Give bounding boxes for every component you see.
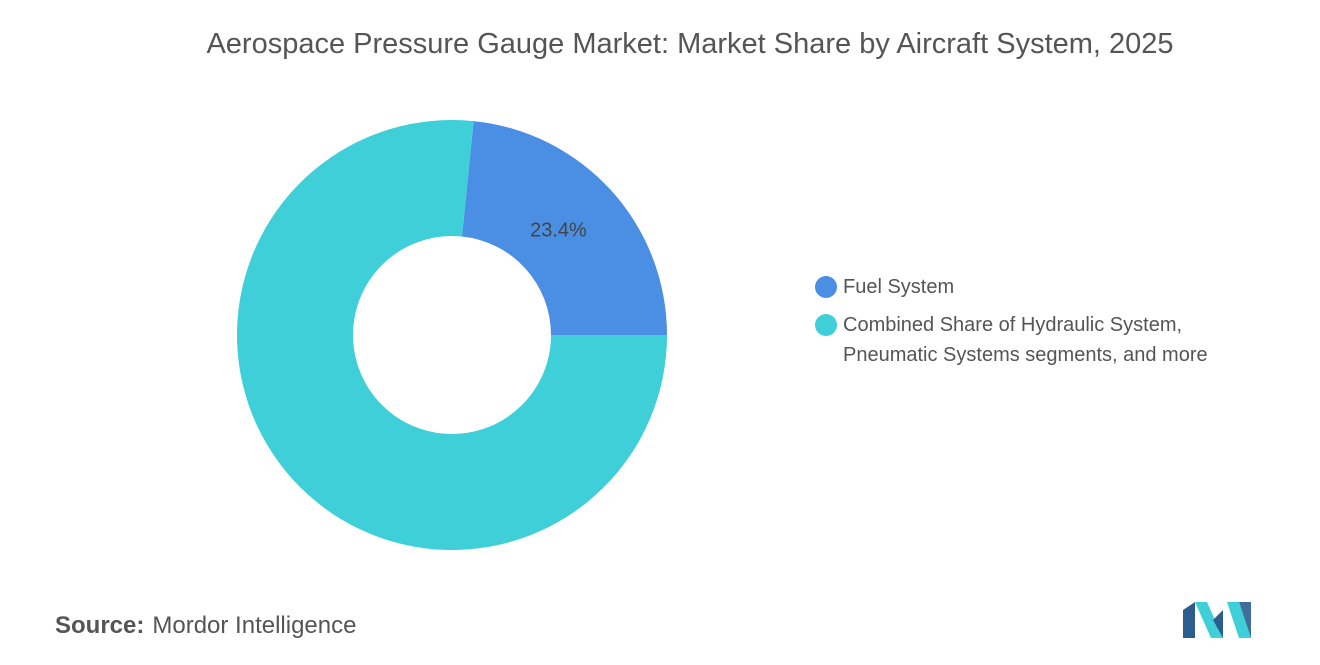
chart: 23.4% [237,120,668,550]
chart-title: Aerospace Pressure Gauge Market: Market … [206,28,1174,60]
legend-swatch [815,314,837,336]
source-label: Source: [55,612,145,639]
legend-label: Combined Share of Hydraulic System, Pneu… [843,314,1208,366]
legend-item: Combined Share of Hydraulic System, Pneu… [815,310,1245,370]
legend-swatch [815,276,837,298]
donut-slice [237,120,668,550]
source: Source: Mordor Intelligence [55,612,356,640]
data-label: 23.4% [530,220,587,242]
logo [1183,602,1251,638]
donut-slice [461,121,667,335]
legend-label: Fuel System [843,276,955,298]
legend-item: Fuel System [815,272,1245,302]
legend: Fuel System Combined Share of Hydraulic S… [815,272,1245,378]
source-name: Mordor Intelligence [152,612,357,639]
